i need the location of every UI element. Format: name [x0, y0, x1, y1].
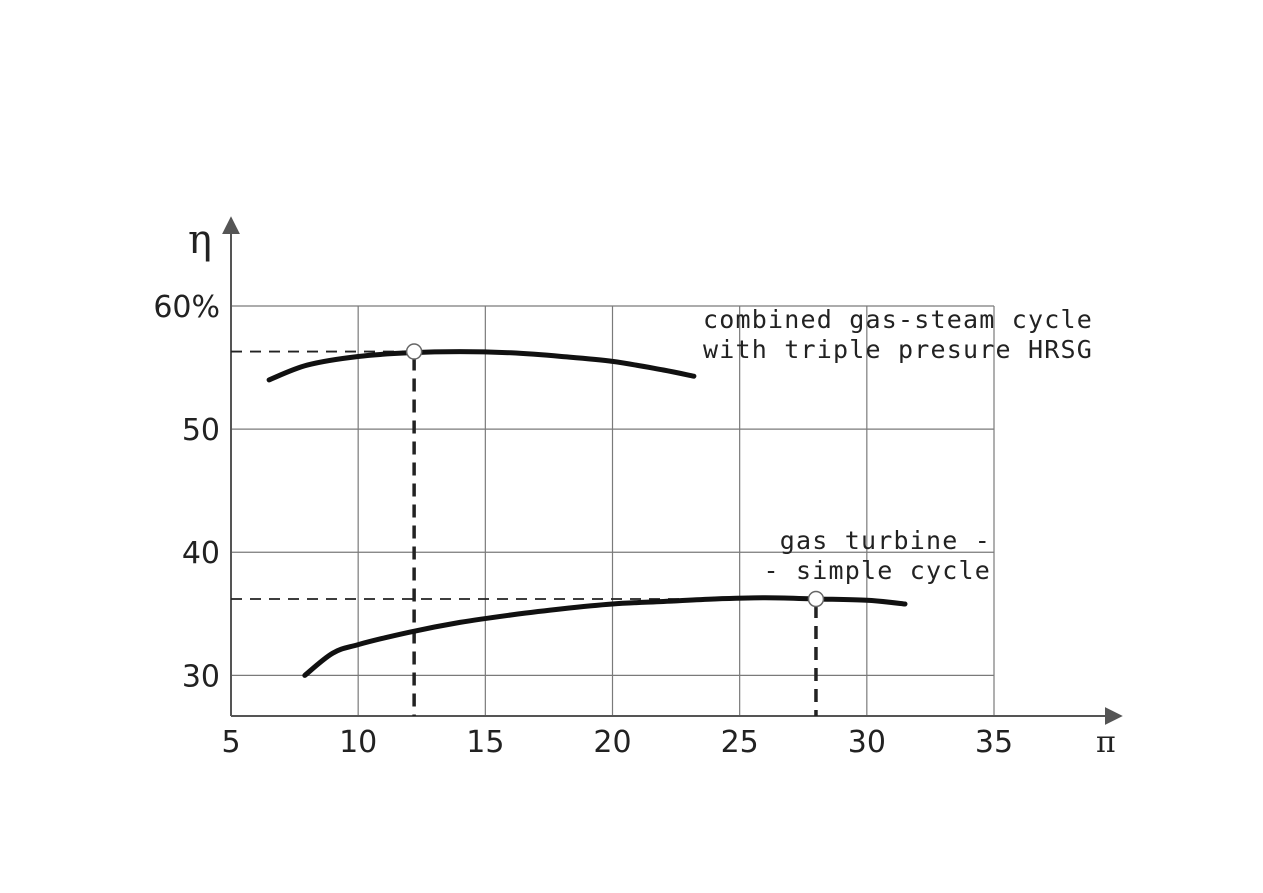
tick-labels: 5 10 15 20 25 30 35 30 40 50 60% — [153, 290, 1013, 760]
x-tick-label-20: 20 — [593, 725, 631, 760]
x-tick-label-30: 30 — [848, 725, 886, 760]
series-annotation-1-line-2: with triple presure HRSG — [703, 335, 1093, 364]
y-axis-label: η — [188, 217, 212, 263]
x-tick-label-15: 15 — [466, 725, 504, 760]
axes: ηπ — [188, 216, 1123, 760]
y-tick-label-30: 30 — [182, 659, 220, 694]
series-annotation-1-line-1: combined gas-steam cycle — [703, 305, 1093, 334]
x-tick-label-5: 5 — [221, 725, 240, 760]
grid — [231, 305, 995, 716]
x-tick-label-10: 10 — [339, 725, 377, 760]
x-axis-label: π — [1096, 725, 1116, 760]
series-annotation-2-line-1: gas turbine - — [780, 526, 991, 555]
series-curve-1 — [266, 349, 697, 383]
y-tick-label-60: 60% — [153, 290, 220, 325]
y-tick-label-50: 50 — [182, 413, 220, 448]
series-annotation-2-line-2: - simple cycle — [763, 556, 991, 585]
series-curves — [266, 349, 908, 678]
x-tick-label-25: 25 — [721, 725, 759, 760]
optimum-markers — [405, 343, 825, 608]
optimum-marker-1 — [405, 343, 423, 360]
y-tick-label-40: 40 — [182, 536, 220, 571]
x-tick-label-35: 35 — [975, 725, 1013, 760]
optimum-marker-2 — [807, 590, 825, 608]
